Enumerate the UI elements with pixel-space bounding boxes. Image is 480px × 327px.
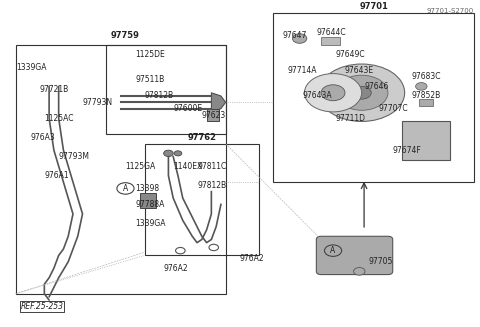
Text: 97705: 97705 — [369, 257, 393, 266]
Circle shape — [319, 64, 405, 121]
Text: 97649C: 97649C — [336, 50, 365, 59]
Text: 97812B: 97812B — [144, 92, 174, 100]
Text: 97647: 97647 — [283, 31, 307, 40]
Text: 97812B: 97812B — [197, 181, 226, 190]
Polygon shape — [211, 93, 226, 112]
Circle shape — [336, 75, 388, 110]
Circle shape — [354, 267, 365, 275]
Text: 97714A: 97714A — [288, 66, 317, 75]
Text: 97644C: 97644C — [316, 28, 346, 37]
Text: A: A — [330, 246, 336, 255]
Bar — [419, 99, 433, 106]
Text: 97701-S2700: 97701-S2700 — [427, 8, 474, 14]
Text: 97646: 97646 — [364, 82, 388, 91]
Text: 97643A: 97643A — [302, 92, 332, 100]
Circle shape — [416, 82, 427, 90]
Text: 976A3: 976A3 — [30, 133, 55, 142]
Bar — [321, 37, 340, 45]
Bar — [206, 109, 218, 121]
Circle shape — [352, 86, 371, 99]
Text: 97721B: 97721B — [39, 85, 69, 94]
Text: 97623: 97623 — [202, 111, 226, 120]
Text: 97511B: 97511B — [135, 76, 164, 84]
Text: 97811C: 97811C — [197, 162, 226, 171]
Text: 97759: 97759 — [111, 31, 140, 40]
Circle shape — [174, 151, 182, 156]
Text: 97674F: 97674F — [393, 146, 421, 155]
Text: 1339GA: 1339GA — [135, 219, 166, 228]
Text: 97852B: 97852B — [412, 92, 441, 100]
Text: 97762: 97762 — [187, 133, 216, 142]
Text: 97707C: 97707C — [378, 104, 408, 113]
Text: 97683C: 97683C — [412, 72, 441, 81]
Text: 97788A: 97788A — [135, 200, 164, 209]
Text: 976A2: 976A2 — [164, 264, 188, 273]
Text: REF.25-253: REF.25-253 — [21, 302, 63, 311]
Text: 97643E: 97643E — [345, 66, 374, 75]
Text: 97711D: 97711D — [336, 114, 365, 123]
Circle shape — [321, 85, 345, 101]
Text: 97793N: 97793N — [83, 98, 113, 107]
Text: 97793M: 97793M — [59, 152, 90, 161]
Text: 1125AC: 1125AC — [44, 114, 74, 123]
Circle shape — [164, 150, 173, 157]
Text: 1339GA: 1339GA — [16, 63, 46, 72]
Text: 97701: 97701 — [359, 2, 388, 11]
Text: 976A2: 976A2 — [240, 254, 264, 263]
Bar — [402, 121, 450, 160]
Text: 13398: 13398 — [135, 184, 159, 193]
Bar — [140, 193, 156, 208]
Text: A: A — [123, 184, 128, 193]
Circle shape — [292, 34, 307, 43]
Text: 1125GA: 1125GA — [125, 162, 156, 171]
Text: 976A1: 976A1 — [44, 171, 69, 180]
Text: 1140EX: 1140EX — [173, 162, 203, 171]
FancyBboxPatch shape — [316, 236, 393, 275]
Circle shape — [304, 74, 362, 112]
Text: 1125DE: 1125DE — [135, 50, 165, 59]
Text: 97600E: 97600E — [173, 104, 202, 113]
